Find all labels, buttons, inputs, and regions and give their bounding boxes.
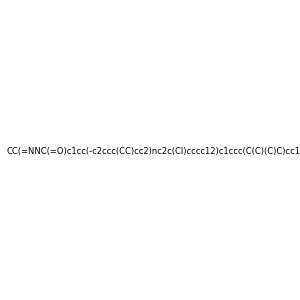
Text: CC(=NNC(=O)c1cc(-c2ccc(CC)cc2)nc2c(Cl)cccc12)c1ccc(C(C)(C)C)cc1: CC(=NNC(=O)c1cc(-c2ccc(CC)cc2)nc2c(Cl)cc…: [7, 147, 300, 156]
